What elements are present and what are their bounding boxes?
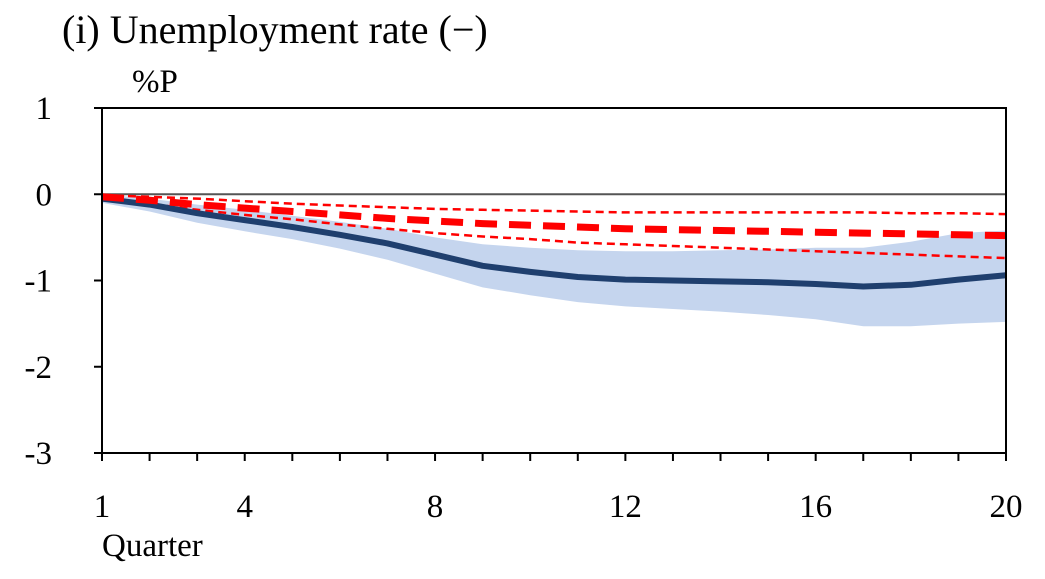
y-tick-label: 1 [36, 91, 53, 127]
x-tick-label: 20 [990, 489, 1023, 525]
y-axis-unit-label: %P [132, 64, 178, 100]
y-tick-label: 0 [36, 177, 53, 213]
series-line-red-thin-dashed-upper [101, 193, 1007, 216]
x-tick-label: 8 [427, 489, 444, 525]
x-axis-label: Quarter [102, 528, 203, 564]
series-line-red-thin-dashed-lower [101, 197, 1007, 260]
x-tick-label: 12 [609, 489, 642, 525]
y-tick-label: -3 [25, 436, 53, 472]
x-tick-label: 4 [236, 489, 253, 525]
series-line-blue-solid [101, 195, 1007, 290]
y-tick-label: -1 [25, 264, 53, 300]
x-tick-label: 1 [94, 489, 111, 525]
confidence-band [102, 194, 1006, 327]
chart-title: (i) Unemployment rate (−) [62, 7, 488, 52]
series-line-red-thick-dashed [101, 193, 1007, 240]
y-tick-label: -2 [25, 350, 53, 386]
x-tick-label: 16 [799, 489, 832, 525]
